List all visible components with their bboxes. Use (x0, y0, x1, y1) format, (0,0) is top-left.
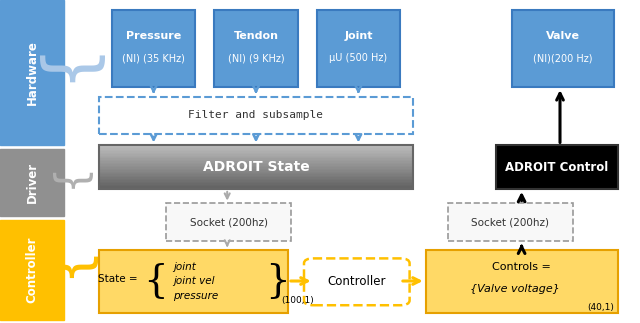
Bar (99, 178, 413, 180)
Text: joint: joint (173, 262, 196, 272)
Bar (99, 165, 413, 167)
Bar (99, 158, 413, 160)
Text: (100,1): (100,1) (282, 296, 314, 305)
Bar (99, 185, 413, 187)
Text: (NI) (9 KHz): (NI) (9 KHz) (228, 53, 284, 63)
Bar (99, 161, 413, 163)
Text: Controller: Controller (328, 275, 386, 288)
Text: Driver: Driver (26, 162, 38, 203)
Bar (99, 177, 413, 179)
Bar (99, 156, 413, 159)
Text: Hardware: Hardware (26, 40, 38, 105)
Bar (99, 146, 413, 148)
Text: Joint: Joint (344, 31, 372, 40)
Text: $\{$: $\{$ (52, 171, 95, 194)
Bar (99, 175, 413, 177)
Bar (99, 250, 288, 313)
Text: Valve: Valve (546, 31, 580, 40)
Text: {: { (143, 263, 168, 300)
Text: $\{$: $\{$ (46, 255, 101, 285)
Text: ADROIT State: ADROIT State (203, 160, 309, 174)
Bar (0, 220, 64, 320)
Text: Pressure: Pressure (126, 31, 181, 40)
Bar (99, 187, 413, 189)
Bar (99, 172, 413, 174)
Text: (NI)(200 Hz): (NI)(200 Hz) (534, 53, 593, 63)
Bar (99, 174, 413, 176)
Bar (166, 203, 291, 241)
Text: Socket (200hz): Socket (200hz) (190, 217, 268, 227)
Bar (426, 250, 618, 313)
Text: (NI) (35 KHz): (NI) (35 KHz) (122, 53, 185, 63)
Bar (99, 151, 413, 153)
Text: Socket (200hz): Socket (200hz) (472, 217, 549, 227)
Bar (99, 159, 413, 162)
Bar (99, 180, 413, 182)
Bar (99, 162, 413, 164)
Text: (40,1): (40,1) (588, 303, 614, 312)
Bar (99, 153, 413, 156)
Bar (112, 10, 195, 87)
Bar (214, 10, 298, 87)
Text: Filter and subsample: Filter and subsample (189, 110, 323, 120)
FancyBboxPatch shape (304, 258, 410, 305)
Text: μU (500 Hz): μU (500 Hz) (330, 53, 387, 63)
Bar (99, 181, 413, 183)
Bar (0, 0, 64, 145)
Bar (99, 148, 413, 150)
Text: ADROIT Control: ADROIT Control (505, 161, 609, 174)
Text: Controls =: Controls = (492, 262, 551, 272)
Text: }: } (266, 263, 291, 300)
Bar (99, 97, 413, 134)
Text: Controller: Controller (26, 236, 38, 303)
Bar (99, 145, 413, 189)
Bar (0, 149, 64, 216)
Bar (99, 149, 413, 151)
Bar (99, 164, 413, 166)
Bar (99, 184, 413, 186)
Text: State =: State = (98, 274, 141, 284)
Text: pressure: pressure (173, 291, 218, 301)
Bar (99, 182, 413, 185)
Text: $\{$: $\{$ (39, 54, 108, 91)
Bar (99, 171, 413, 173)
Bar (99, 168, 413, 170)
Bar (317, 10, 400, 87)
Text: Tendon: Tendon (234, 31, 278, 40)
Bar (99, 155, 413, 157)
Bar (99, 170, 413, 172)
Text: {Valve voltage}: {Valve voltage} (470, 284, 560, 294)
Bar (99, 152, 413, 154)
Bar (496, 145, 618, 189)
Bar (512, 10, 614, 87)
Text: joint vel: joint vel (173, 276, 214, 286)
Bar (99, 145, 413, 147)
Bar (99, 167, 413, 169)
Bar (448, 203, 573, 241)
